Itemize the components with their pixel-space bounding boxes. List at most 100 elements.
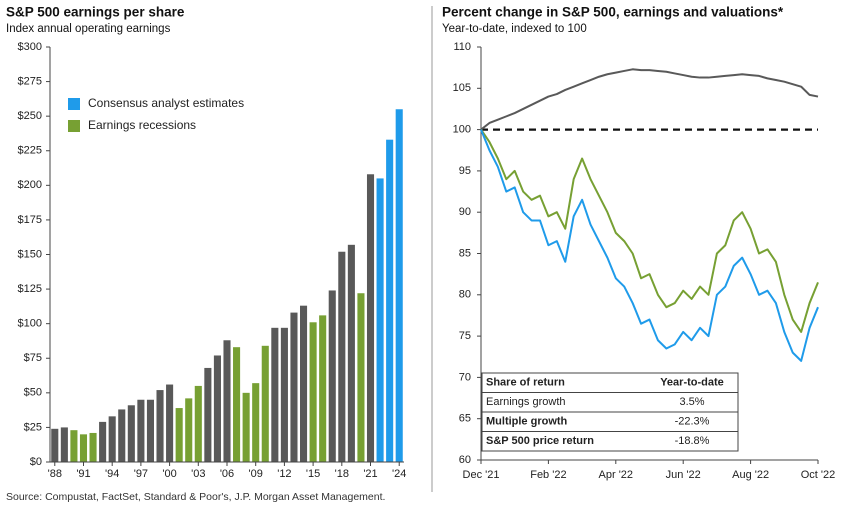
bar xyxy=(376,178,384,462)
chart-subtitle: Index annual operating earnings xyxy=(6,23,171,35)
table-header: Share of return xyxy=(486,377,565,389)
bar xyxy=(319,315,327,462)
x-tick-label: Apr '22 xyxy=(599,469,634,481)
table-row-value: 3.5% xyxy=(679,396,704,408)
table-row-label: S&P 500 price return xyxy=(486,435,594,447)
x-tick-label: Feb '22 xyxy=(530,469,566,481)
chart-title: Percent change in S&P 500, earnings and … xyxy=(442,5,784,20)
bar xyxy=(60,427,68,462)
bar xyxy=(271,327,279,462)
bar xyxy=(252,383,260,462)
chart-title: S&P 500 earnings per share xyxy=(6,5,185,20)
bar xyxy=(300,305,308,462)
y-tick-label: $175 xyxy=(18,214,42,226)
x-tick-label: '18 xyxy=(335,468,349,480)
y-tick-label: $50 xyxy=(24,387,42,399)
bar xyxy=(127,405,135,462)
bar xyxy=(290,312,298,462)
y-tick-label: $0 xyxy=(30,456,42,468)
bar xyxy=(89,432,97,462)
bar xyxy=(137,399,145,462)
bar xyxy=(328,290,336,462)
series-line xyxy=(480,129,819,333)
bar xyxy=(309,322,317,462)
bar xyxy=(99,421,107,462)
x-tick-label: '24 xyxy=(392,468,406,480)
table-row-value: -18.8% xyxy=(675,435,710,447)
bar xyxy=(118,409,126,462)
x-tick-label: '09 xyxy=(249,468,263,480)
bar xyxy=(242,392,250,462)
x-tick-label: Oct '22 xyxy=(801,469,836,481)
bar xyxy=(185,398,193,462)
y-tick-label: $200 xyxy=(18,179,42,191)
bar xyxy=(70,430,78,462)
legend-swatch xyxy=(68,120,80,132)
y-tick-label: $100 xyxy=(18,318,42,330)
x-tick-label: '15 xyxy=(306,468,320,480)
bar xyxy=(51,428,59,462)
legend-label: Consensus analyst estimates xyxy=(88,96,244,110)
x-tick-label: '12 xyxy=(277,468,291,480)
bar xyxy=(233,347,241,462)
y-tick-label: $225 xyxy=(18,145,42,157)
bar xyxy=(338,251,346,462)
bar xyxy=(108,416,116,462)
y-tick-label: $300 xyxy=(18,41,42,53)
table-row-label: Earnings growth xyxy=(486,396,566,408)
y-tick-label: 80 xyxy=(459,289,471,301)
bar xyxy=(156,390,164,462)
x-tick-label: Aug '22 xyxy=(732,469,769,481)
bar xyxy=(347,244,355,462)
bar xyxy=(213,355,221,462)
x-tick-label: '94 xyxy=(105,468,119,480)
legend-swatch xyxy=(68,98,80,110)
y-tick-label: 105 xyxy=(453,82,471,94)
bar xyxy=(175,408,183,462)
series-line xyxy=(480,129,819,362)
bar xyxy=(366,174,375,462)
y-tick-label: $250 xyxy=(18,110,42,122)
y-tick-label: $75 xyxy=(24,352,42,364)
chart-subtitle: Year-to-date, indexed to 100 xyxy=(442,23,587,35)
table-row-label: Multiple growth xyxy=(486,416,568,428)
y-tick-label: 65 xyxy=(459,413,471,425)
table-header: Year-to-date xyxy=(660,377,724,389)
y-tick-label: $275 xyxy=(18,75,42,87)
table-row-value: -22.3% xyxy=(675,416,710,428)
y-tick-label: $25 xyxy=(24,421,42,433)
x-tick-label: '88 xyxy=(48,468,62,480)
x-tick-label: '06 xyxy=(220,468,234,480)
bar xyxy=(204,367,212,462)
y-tick-label: 60 xyxy=(459,454,471,466)
legend-label: Earnings recessions xyxy=(88,118,196,132)
x-tick-label: Dec '21 xyxy=(463,469,500,481)
y-tick-label: 85 xyxy=(459,247,471,259)
bar xyxy=(395,109,403,462)
x-tick-label: '97 xyxy=(134,468,148,480)
bar xyxy=(146,399,154,462)
y-tick-label: $150 xyxy=(18,248,42,260)
y-tick-label: 90 xyxy=(459,206,471,218)
bar xyxy=(223,340,231,462)
series-line xyxy=(480,68,819,131)
x-tick-label: '03 xyxy=(191,468,205,480)
bar xyxy=(166,384,174,462)
x-tick-label: '00 xyxy=(162,468,176,480)
source: Source: Compustat, FactSet, Standard & P… xyxy=(6,491,385,503)
y-tick-label: 110 xyxy=(453,41,471,53)
y-tick-label: 100 xyxy=(453,124,471,136)
bar xyxy=(79,434,88,462)
bar xyxy=(280,327,288,462)
y-tick-label: $125 xyxy=(18,283,42,295)
bar xyxy=(194,385,202,462)
y-tick-label: 70 xyxy=(459,371,471,383)
x-tick-label: '21 xyxy=(363,468,377,480)
y-tick-label: 95 xyxy=(459,165,471,177)
x-tick-label: Jun '22 xyxy=(666,469,701,481)
x-tick-label: '91 xyxy=(76,468,90,480)
bar xyxy=(261,345,269,462)
bar xyxy=(386,139,394,462)
